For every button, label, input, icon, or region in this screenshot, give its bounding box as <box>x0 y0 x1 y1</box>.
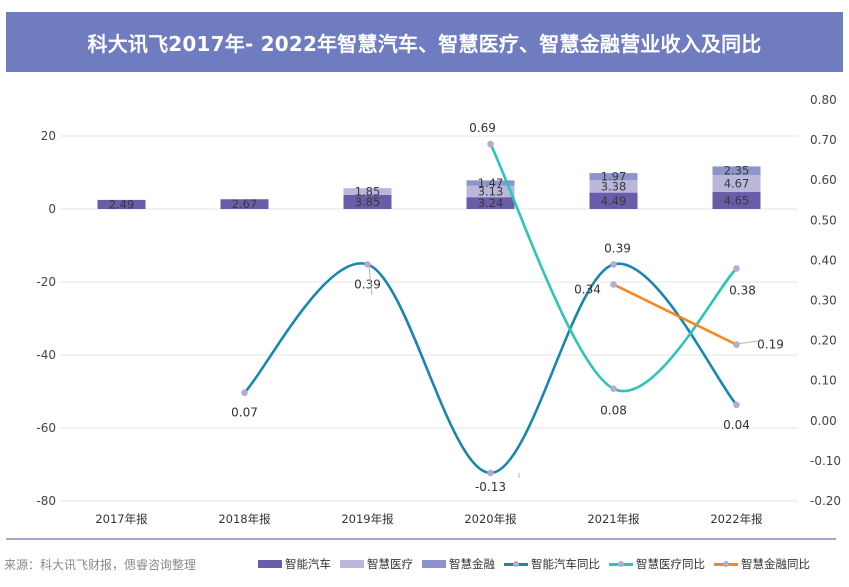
x-category-label: 2022年报 <box>710 512 763 526</box>
y-left-tick-label: -40 <box>36 348 56 362</box>
bar-segment <box>466 180 515 186</box>
yoy-data-label: 0.34 <box>574 282 601 296</box>
bar-segment <box>97 199 146 209</box>
bar-segment <box>589 173 638 181</box>
label-leader <box>735 340 759 345</box>
yoy-point <box>733 341 740 348</box>
y-right-tick-label: 0.10 <box>810 374 837 388</box>
bar-segment <box>712 174 761 193</box>
bar-segment <box>343 194 392 209</box>
bar-data-label: 3.85 <box>355 195 381 209</box>
y-right-tick-label: 0.50 <box>810 213 837 227</box>
bar-segment <box>712 192 761 209</box>
legend-label: 智慧金融同比 <box>741 557 810 571</box>
bar-data-label: 4.67 <box>724 177 750 191</box>
y-right-tick-label: 0.20 <box>810 334 837 348</box>
yoy-point <box>733 401 740 409</box>
footer-divider <box>6 538 836 540</box>
legend-label: 智慧金融 <box>449 557 495 571</box>
yoy-data-label: 0.04 <box>723 418 750 432</box>
y-left-tick-label: -80 <box>36 494 56 508</box>
yoy-point <box>364 261 371 268</box>
bar-segment <box>589 180 638 193</box>
bar-data-label: 1.97 <box>601 170 627 184</box>
x-category-label: 2021年报 <box>587 512 640 526</box>
bar-data-label: 1.85 <box>355 185 381 199</box>
bar-segment <box>343 188 392 195</box>
bar-data-label: 3.38 <box>601 179 627 193</box>
y-right-tick-label: -0.20 <box>810 494 841 508</box>
legend-label: 智慧医疗 <box>367 557 413 571</box>
bar-data-label: 2.35 <box>724 164 750 178</box>
y-right-tick-label: 0.70 <box>810 133 837 147</box>
yoy-data-label: 0.69 <box>469 121 496 135</box>
bar-segment <box>466 185 515 198</box>
yoy-point <box>241 389 248 397</box>
legend-label: 智能汽车 <box>285 557 331 571</box>
yoy-data-label: -0.13 <box>475 480 506 494</box>
chart-title: 科大讯飞2017年- 2022年智慧汽车、智慧医疗、智慧金融营业收入及同比 <box>87 31 762 56</box>
yoy-point <box>610 281 617 288</box>
x-category-label: 2018年报 <box>218 512 271 526</box>
y-left-tick-label: -60 <box>36 421 56 435</box>
y-right-tick-label: 0.40 <box>810 253 837 267</box>
bar-segment <box>589 192 638 209</box>
yoy-point <box>487 469 494 477</box>
bar-segment <box>712 166 761 175</box>
legend-swatch-bar <box>258 560 282 568</box>
yoy-data-label: 0.38 <box>729 283 756 297</box>
legend-item: 智慧医疗 <box>340 556 413 572</box>
bar-data-label: 4.49 <box>601 194 627 208</box>
bar-data-label: 3.24 <box>478 196 504 210</box>
combo-chart: 20 0 -20 -40 -60 -80 0.80 0.70 0.60 0.50 0.40 0.30 0… <box>36 93 841 526</box>
legend-item: 智能汽车 <box>258 556 331 572</box>
y-left-tick-label: -20 <box>36 275 56 289</box>
bar-data-label: 1.47 <box>478 176 504 190</box>
legend-swatch-bar <box>422 560 446 568</box>
legend-item: 智能汽车同比 <box>504 556 600 572</box>
yoy-line <box>612 283 738 346</box>
label-leader <box>368 265 373 296</box>
legend-label: 智慧医疗同比 <box>636 557 705 571</box>
x-category-label: 2020年报 <box>464 512 517 526</box>
y-right-tick-label: -0.10 <box>810 454 841 468</box>
y-left-tick-label: 20 <box>41 129 56 143</box>
y-right-tick-label: 0.30 <box>810 294 837 308</box>
bar-data-label: 4.65 <box>724 194 750 208</box>
legend-swatch-line <box>504 560 528 568</box>
y-right-tick-label: 0.80 <box>810 93 837 107</box>
source-note: 来源：科大讯飞财报，偲睿咨询整理 <box>4 558 197 572</box>
chart-legend: 智能汽车 智慧医疗 智慧金融 智能汽车同比 智慧医疗同比 智慧金融同比 <box>258 556 819 572</box>
legend-swatch-line <box>714 560 738 568</box>
bar-segment <box>220 199 269 209</box>
x-category-label: 2017年报 <box>95 512 148 526</box>
yoy-data-label: 0.07 <box>231 406 258 420</box>
yoy-point <box>487 140 494 148</box>
bar-data-label: 3.13 <box>478 184 504 198</box>
y-right-tick-label: 0.00 <box>810 414 837 428</box>
legend-label: 智能汽车同比 <box>531 557 600 571</box>
legend-swatch-bar <box>340 560 364 568</box>
bar-segment <box>466 197 515 209</box>
legend-item: 智慧医疗同比 <box>609 556 705 572</box>
legend-item: 智慧金融同比 <box>714 556 810 572</box>
yoy-point <box>610 385 617 393</box>
bar-data-label: 2.49 <box>109 197 135 211</box>
y-right-tick-label: 0.60 <box>810 173 837 187</box>
y-left-tick-label: 0 <box>48 202 56 216</box>
yoy-point <box>610 261 617 268</box>
yoy-point <box>733 265 740 272</box>
yoy-data-label: 0.19 <box>757 338 784 352</box>
yoy-data-label: 0.08 <box>600 404 627 418</box>
yoy-data-label: 0.39 <box>604 241 631 255</box>
x-category-label: 2019年报 <box>341 512 394 526</box>
chart-title-bar: 科大讯飞2017年- 2022年智慧汽车、智慧医疗、智慧金融营业收入及同比 <box>6 12 843 72</box>
bar-data-label: 2.67 <box>232 197 258 211</box>
yoy-data-label: 0.39 <box>354 277 381 291</box>
legend-swatch-line <box>609 560 633 568</box>
legend-item: 智慧金融 <box>422 556 495 572</box>
